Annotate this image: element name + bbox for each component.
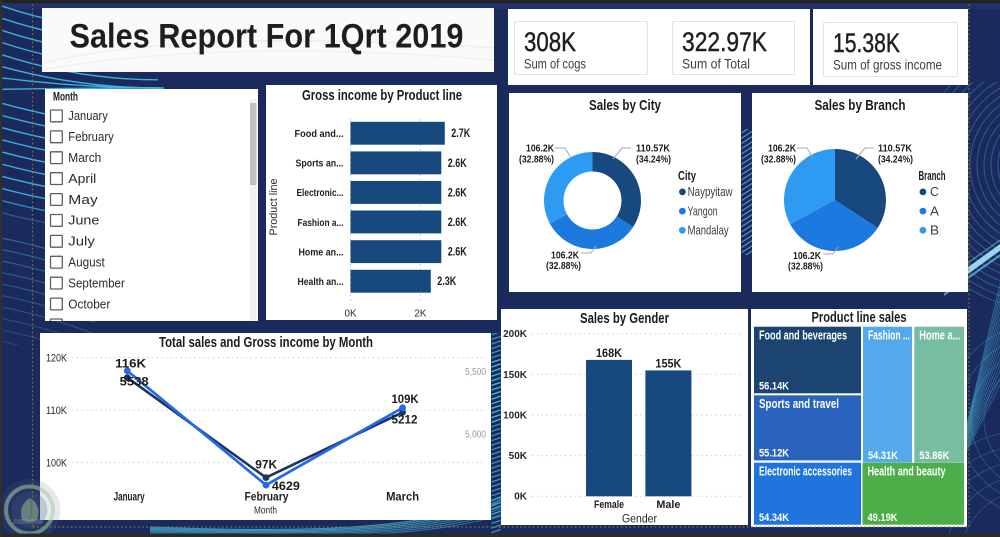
svg-text:February: February [245,490,289,504]
svg-text:(32.88%): (32.88%) [761,154,796,165]
svg-text:53.86K: 53.86K [919,450,949,462]
svg-text:July: July [68,234,95,249]
svg-text:A: A [930,204,940,218]
svg-text:0K: 0K [514,492,528,503]
svg-text:Sales Report For 1Qrt 2019: Sales Report For 1Qrt 2019 [70,18,464,56]
svg-text:200K: 200K [503,329,528,340]
svg-text:Gender: Gender [622,513,657,525]
svg-text:Female: Female [594,499,624,511]
svg-text:April: April [68,171,96,186]
svg-text:5212: 5212 [392,413,418,427]
svg-text:155K: 155K [655,359,682,371]
svg-text:106.2K: 106.2K [793,251,822,262]
svg-text:120K: 120K [46,352,68,364]
svg-text:Gross income by Product line: Gross income by Product line [302,87,462,104]
svg-text:109K: 109K [392,392,419,406]
svg-text:Sales by Gender: Sales by Gender [580,310,669,327]
svg-text:Total sales and Gross income b: Total sales and Gross income by Month [159,334,373,351]
svg-text:Branch: Branch [919,169,946,183]
svg-text:September: September [68,275,125,290]
svg-text:168K: 168K [596,348,623,360]
svg-text:116K: 116K [115,357,146,371]
svg-text:97K: 97K [255,458,277,472]
svg-text:Product line sales: Product line sales [812,309,907,326]
svg-text:Food and beverages: Food and beverages [759,328,847,342]
svg-text:56.14K: 56.14K [759,381,789,393]
svg-text:Product line: Product line [268,179,280,236]
svg-text:2.6K: 2.6K [448,217,468,229]
svg-text:110K: 110K [46,405,68,417]
svg-text:Yangon: Yangon [688,204,718,218]
svg-text:B: B [930,224,939,238]
svg-text:Male: Male [656,499,680,511]
svg-text:2.3K: 2.3K [437,276,457,288]
svg-text:Sum of Total: Sum of Total [682,56,750,72]
svg-text:2.6K: 2.6K [448,247,468,259]
svg-text:Naypyitaw: Naypyitaw [688,185,734,199]
svg-text:110.57K: 110.57K [636,144,671,155]
svg-text:(32.88%): (32.88%) [788,262,823,273]
svg-text:322.97K: 322.97K [682,27,767,57]
svg-text:Month: Month [254,505,277,517]
svg-text:City: City [678,169,696,183]
svg-text:Sum of gross income: Sum of gross income [833,57,942,73]
svg-text:Home an...: Home an... [299,246,344,258]
svg-text:March: March [68,150,101,165]
svg-text:5538: 5538 [120,375,149,389]
svg-text:(34.24%): (34.24%) [636,154,671,165]
svg-text:100K: 100K [503,410,528,421]
svg-text:308K: 308K [524,27,576,57]
svg-text:(34.24%): (34.24%) [878,154,913,165]
svg-text:110.57K: 110.57K [878,144,913,155]
svg-text:5,500: 5,500 [465,367,486,378]
svg-text:March: March [386,490,419,504]
svg-text:June: June [68,213,99,228]
svg-text:Fashion a...: Fashion a... [298,217,344,229]
svg-text:5,000: 5,000 [465,430,486,441]
svg-text:106.2K: 106.2K [768,144,797,155]
svg-text:May: May [68,192,98,207]
svg-text:106.2K: 106.2K [526,144,555,155]
svg-text:106.2K: 106.2K [551,250,580,261]
svg-text:2K: 2K [414,308,426,320]
svg-text:Sports an...: Sports an... [296,158,344,170]
svg-text:January: January [114,490,145,504]
svg-text:Sales by City: Sales by City [589,97,661,114]
svg-text:Health an...: Health an... [298,276,344,288]
svg-text:Sales by Branch: Sales by Branch [815,97,906,114]
svg-text:Food and...: Food and... [295,128,344,140]
svg-text:(32.88%): (32.88%) [519,154,554,165]
svg-text:January: January [68,108,108,123]
svg-text:Sports and travel: Sports and travel [759,397,839,411]
svg-text:4629: 4629 [272,479,300,493]
svg-text:August: August [68,255,105,270]
svg-text:C: C [930,185,939,199]
svg-text:100K: 100K [46,457,68,469]
svg-text:2.6K: 2.6K [448,158,468,170]
svg-text:Fashion ...: Fashion ... [868,328,910,342]
svg-text:Month: Month [53,92,78,104]
svg-text:Home a...: Home a... [919,328,960,342]
svg-text:Electronic accessories: Electronic accessories [759,464,852,478]
svg-text:15.38K: 15.38K [833,28,900,58]
svg-text:Sum of cogs: Sum of cogs [524,56,586,72]
svg-text:54.34K: 54.34K [759,512,789,524]
svg-text:2.6K: 2.6K [448,187,468,199]
svg-text:Mandalay: Mandalay [688,224,730,238]
svg-text:50K: 50K [509,451,528,462]
svg-text:49.19K: 49.19K [868,512,898,524]
svg-text:150K: 150K [503,370,528,381]
svg-text:55.12K: 55.12K [759,448,789,460]
svg-text:2.7K: 2.7K [451,128,471,140]
svg-text:February: February [68,129,114,144]
svg-text:Electronic...: Electronic... [297,187,344,199]
svg-text:54.31K: 54.31K [868,450,898,462]
svg-text:0K: 0K [345,308,357,320]
svg-text:October: October [68,296,111,311]
svg-text:Health and beauty: Health and beauty [868,464,946,478]
svg-text:(32.88%): (32.88%) [546,261,581,272]
